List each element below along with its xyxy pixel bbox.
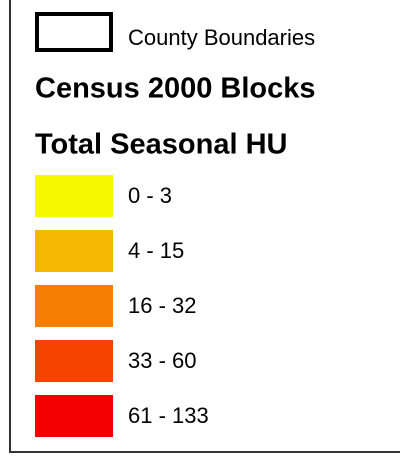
class-swatch [35,340,113,382]
class-swatch [35,395,113,437]
boundary-swatch [35,12,113,52]
legend-subtitle: Total Seasonal HU [35,129,287,161]
class-label: 33 - 60 [128,348,197,373]
class-swatch [35,285,113,327]
legend-frame [9,0,400,453]
class-label: 4 - 15 [128,238,184,263]
class-label: 61 - 133 [128,403,209,428]
class-label: 0 - 3 [128,183,172,208]
class-label: 16 - 32 [128,293,197,318]
boundary-label: County Boundaries [128,25,315,50]
class-swatch [35,175,113,217]
class-swatch [35,230,113,272]
legend-title: Census 2000 Blocks [35,73,315,105]
